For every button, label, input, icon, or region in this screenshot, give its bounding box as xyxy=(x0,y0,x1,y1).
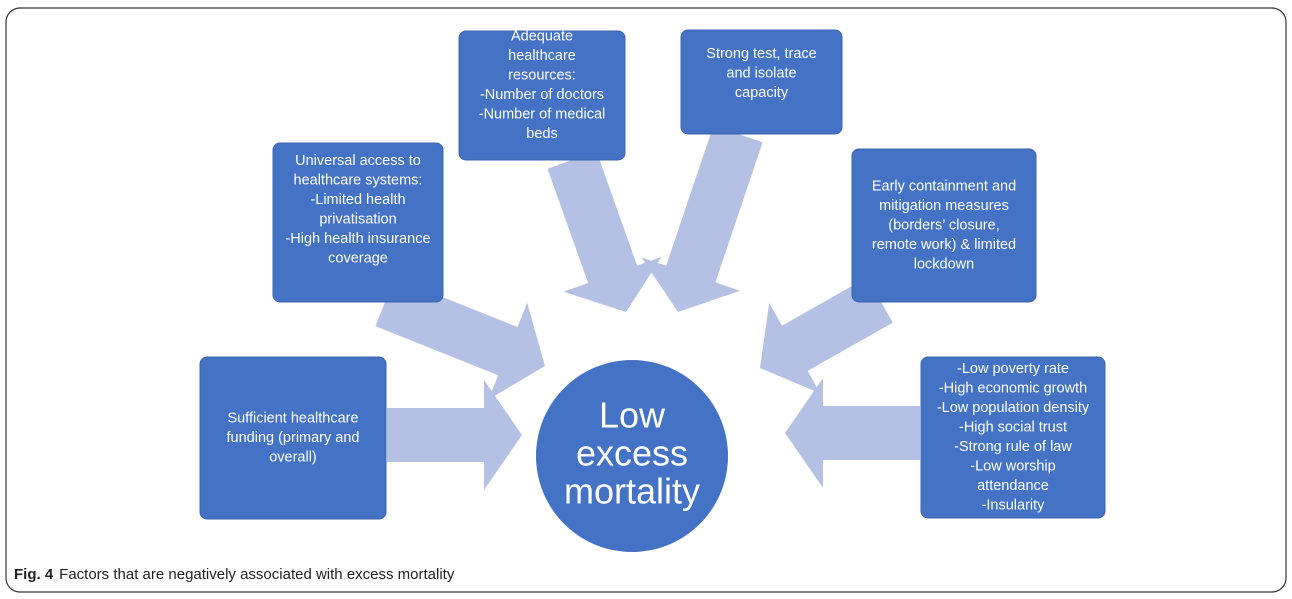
factor-line: (borders’ closure, xyxy=(888,217,999,233)
factor-line: capacity xyxy=(735,85,789,101)
factor-line: and isolate xyxy=(726,66,796,82)
factor-line: Early containment and xyxy=(872,178,1016,194)
factor-line: Adequate xyxy=(511,28,573,44)
factor-line: -Number of doctors xyxy=(480,87,604,103)
boxes: Sufficient healthcare funding (primary an… xyxy=(199,28,1106,520)
center-circle xyxy=(536,360,728,552)
factor-box xyxy=(851,148,1037,303)
factor-line: mitigation measures xyxy=(879,198,1009,214)
factor-line: remote work) & limited xyxy=(872,237,1016,253)
factor-line: funding (primary and xyxy=(227,430,360,446)
arrow xyxy=(641,125,763,313)
factor-line: privatisation xyxy=(319,211,396,227)
arrow xyxy=(785,378,920,488)
factor-line: -High economic growth xyxy=(939,381,1087,397)
factor-box xyxy=(272,142,444,303)
caption-label: Fig. 4 xyxy=(14,566,54,583)
factor-line: resources: xyxy=(508,67,576,83)
factor-box xyxy=(458,30,626,161)
caption: Fig. 4 Factors that are negatively associ… xyxy=(14,566,455,583)
frame xyxy=(5,7,1287,593)
arrow xyxy=(760,277,893,394)
center-line: mortality xyxy=(564,471,700,512)
factor-line: -Limited health xyxy=(310,192,405,208)
factor-line: coverage xyxy=(328,250,388,266)
factor-line: lockdown xyxy=(914,256,974,272)
factor-line: -Low poverty rate xyxy=(957,361,1069,377)
factor-box xyxy=(680,29,843,135)
factor-line: beds xyxy=(526,126,557,142)
factor-box xyxy=(199,356,387,520)
center-line: excess xyxy=(576,433,688,474)
factor-line: overall) xyxy=(269,449,317,465)
factor-line: -Insularity xyxy=(982,498,1046,514)
factor-line: -High social trust xyxy=(959,420,1067,436)
arrow xyxy=(547,151,662,312)
caption-text: Factors that are negatively associated w… xyxy=(59,566,455,583)
factor-line: -Strong rule of law xyxy=(954,439,1072,455)
factor-line: attendance xyxy=(977,478,1049,494)
factor-line: Strong test, trace xyxy=(706,46,816,62)
factor-line: Universal access to xyxy=(295,153,421,169)
factor-line: healthcare systems: xyxy=(294,172,423,188)
factor-line: -High health insurance xyxy=(285,231,430,247)
factor-line: Sufficient healthcare xyxy=(227,410,358,426)
center-line: Low xyxy=(599,395,666,436)
factor-line: -Low worship xyxy=(970,459,1055,475)
factor-box xyxy=(920,356,1106,519)
factor-line: -Number of medical xyxy=(479,106,606,122)
factor-line: healthcare xyxy=(508,48,576,64)
arrows xyxy=(375,125,920,490)
factor-line: -Low population density xyxy=(937,400,1090,416)
arrow xyxy=(387,380,522,490)
arrow xyxy=(375,277,545,400)
